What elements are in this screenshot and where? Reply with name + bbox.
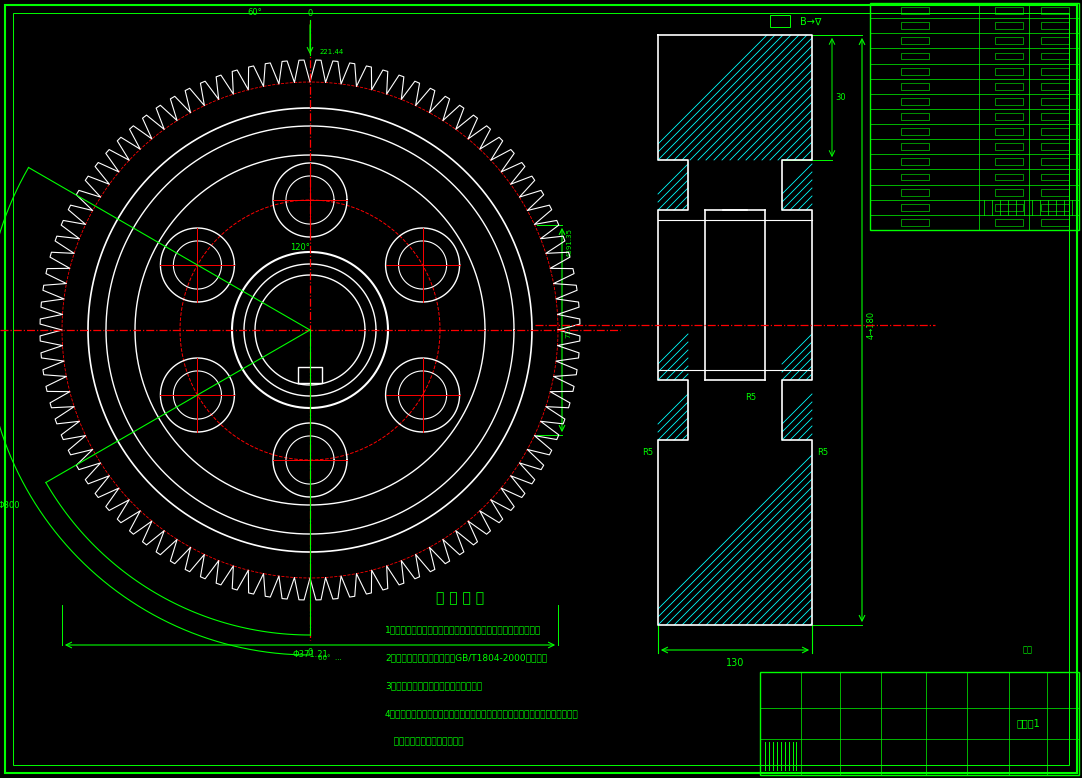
Bar [901, 143, 928, 150]
Text: 技 术 要 求: 技 术 要 求 [436, 591, 484, 605]
Bar [1041, 159, 1069, 165]
Bar [901, 7, 928, 14]
Text: 斜齿轮1: 斜齿轮1 [1016, 719, 1040, 728]
Text: Φ371.21: Φ371.21 [292, 650, 328, 659]
Text: 0: 0 [307, 9, 313, 18]
Text: 30: 30 [835, 93, 846, 102]
Text: 4→180: 4→180 [867, 311, 876, 339]
Bar [901, 98, 928, 105]
Bar [1041, 128, 1069, 135]
Bar [1041, 68, 1069, 75]
Bar [995, 173, 1022, 180]
Bar [1041, 98, 1069, 105]
Text: B→∇: B→∇ [800, 17, 821, 27]
Text: 130: 130 [726, 658, 744, 668]
Bar [995, 219, 1022, 226]
Text: 60°: 60° [248, 8, 262, 17]
Bar [995, 113, 1022, 120]
Bar [995, 68, 1022, 75]
Bar [1041, 7, 1069, 14]
Bar [995, 23, 1022, 29]
Bar [901, 68, 928, 75]
Bar [1041, 143, 1069, 150]
Bar [995, 159, 1022, 165]
Text: 2、未注线性尺寸公差应符合GB/T1804-2000的要求。: 2、未注线性尺寸公差应符合GB/T1804-2000的要求。 [385, 653, 547, 662]
Bar [995, 189, 1022, 195]
Bar [901, 53, 928, 59]
Text: Φ300: Φ300 [0, 500, 19, 510]
Bar [1041, 23, 1069, 29]
Bar [901, 173, 928, 180]
Bar [760, 672, 1079, 775]
Bar [1041, 113, 1069, 120]
Text: 4、所有需要进行涂装的钢铁制件表面在涂装前，必须将铁锈、氧化皮、油脂、灰: 4、所有需要进行涂装的钢铁制件表面在涂装前，必须将铁锈、氧化皮、油脂、灰 [385, 709, 579, 718]
Bar [1041, 189, 1069, 195]
Text: 120°: 120° [290, 243, 309, 252]
Bar [1041, 37, 1069, 44]
Bar [995, 128, 1022, 135]
Bar [995, 53, 1022, 59]
Text: 4391.35: 4391.35 [567, 228, 573, 257]
Text: 71.k: 71.k [565, 322, 571, 338]
Bar [770, 15, 790, 27]
Text: 221.44: 221.44 [320, 49, 344, 55]
Bar [1041, 219, 1069, 226]
Bar [995, 143, 1022, 150]
Bar [995, 82, 1022, 89]
Bar [901, 189, 928, 195]
Text: 粗糙: 粗糙 [1022, 645, 1033, 654]
Bar [901, 159, 928, 165]
Text: 尘、泥土、盐和污物等除去。: 尘、泥土、盐和污物等除去。 [385, 737, 463, 746]
Text: R5: R5 [745, 393, 756, 402]
Bar [995, 204, 1022, 211]
Bar [901, 37, 928, 44]
Bar [901, 113, 928, 120]
Text: R5: R5 [642, 448, 654, 457]
Text: 60°  ...: 60° ... [318, 655, 342, 661]
Bar [995, 7, 1022, 14]
Bar [1041, 173, 1069, 180]
Bar [901, 219, 928, 226]
Bar [995, 98, 1022, 105]
Text: R5: R5 [817, 448, 828, 457]
Text: 3、加工后的零件不允许有毛刺、飞边。: 3、加工后的零件不允许有毛刺、飞边。 [385, 681, 483, 690]
Bar [1041, 53, 1069, 59]
Bar [1041, 204, 1069, 211]
Text: 1、零件加工表面上，不应有划痕、碰伤等损伤零件表面的缺陷。: 1、零件加工表面上，不应有划痕、碰伤等损伤零件表面的缺陷。 [385, 625, 541, 634]
Bar [995, 37, 1022, 44]
Text: 0: 0 [307, 648, 313, 657]
Bar [901, 23, 928, 29]
Bar [901, 82, 928, 89]
Bar [1041, 82, 1069, 89]
Bar [901, 128, 928, 135]
Bar [901, 204, 928, 211]
Bar [870, 3, 1079, 230]
